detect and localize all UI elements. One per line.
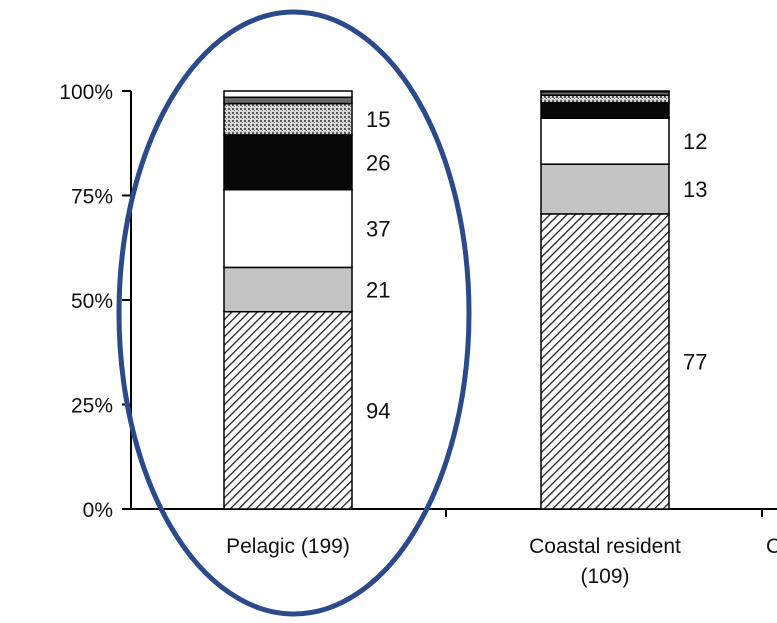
highlight-ellipse <box>116 9 472 617</box>
bar-segment-stippled <box>540 94 670 104</box>
bar-segment-black <box>223 134 353 191</box>
y-tick-label: 100% <box>59 81 113 104</box>
bar-segment-white-top <box>540 90 670 93</box>
segment-value-label: 15 <box>366 107 390 132</box>
bar-segment-light-gray <box>223 266 353 313</box>
bar-segment-white <box>223 188 353 269</box>
bar-segment-black <box>540 101 670 119</box>
x-axis <box>131 508 777 517</box>
category-label: (109) <box>580 565 629 588</box>
bar-segment-hatched <box>540 213 670 510</box>
y-tick-label: 75% <box>71 186 113 209</box>
bar-segment-white-top <box>223 90 353 99</box>
segment-labels: 94 21 37 26 15 77 13 12 <box>366 107 707 423</box>
bar-segment-stippled <box>223 102 353 136</box>
segment-value-label: 94 <box>366 398 390 423</box>
bar-segment-light-gray <box>540 163 670 215</box>
category-labels: Pelagic (199) Coastal resident (109) <box>226 535 681 588</box>
segment-value-label: 21 <box>366 278 390 303</box>
bar-segment-white <box>540 117 670 165</box>
category-label: Pelagic (199) <box>226 535 350 558</box>
y-axis: 0% 25% 50% 75% 100% <box>59 81 132 522</box>
bar-segment-dark-gray <box>223 96 353 105</box>
segment-value-label: 12 <box>683 129 707 154</box>
cut-off-category-label: C <box>766 535 777 558</box>
bar-segment-hatched <box>223 310 353 510</box>
category-label: Coastal resident <box>529 535 681 558</box>
y-tick-label: 50% <box>71 290 113 313</box>
segment-value-label: 26 <box>366 150 390 175</box>
segment-value-label: 37 <box>366 217 390 242</box>
y-tick-label: 25% <box>71 395 113 418</box>
segment-value-label: 77 <box>683 349 707 374</box>
segment-value-label: 13 <box>683 177 707 202</box>
y-tick-label: 0% <box>83 499 113 522</box>
bars <box>223 90 670 510</box>
